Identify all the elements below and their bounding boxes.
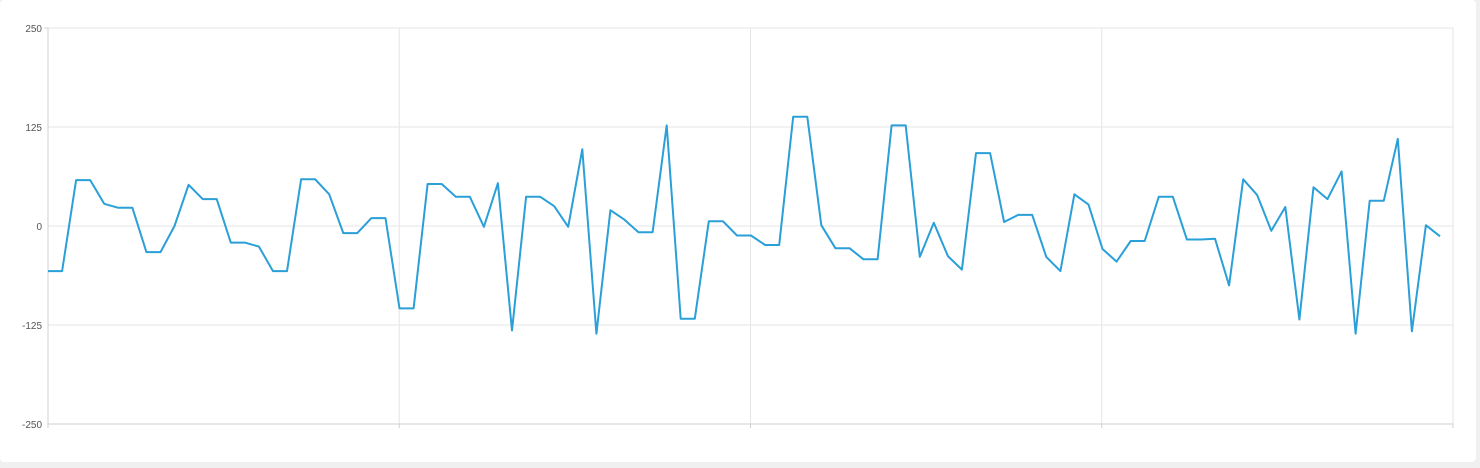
series-line bbox=[48, 115, 1441, 335]
y-tick-label: 250 bbox=[25, 24, 42, 35]
y-tick-label: -250 bbox=[22, 420, 42, 431]
y-tick-label: 125 bbox=[25, 123, 42, 134]
y-tick-label: -125 bbox=[22, 321, 42, 332]
y-tick-label: 0 bbox=[36, 222, 42, 233]
